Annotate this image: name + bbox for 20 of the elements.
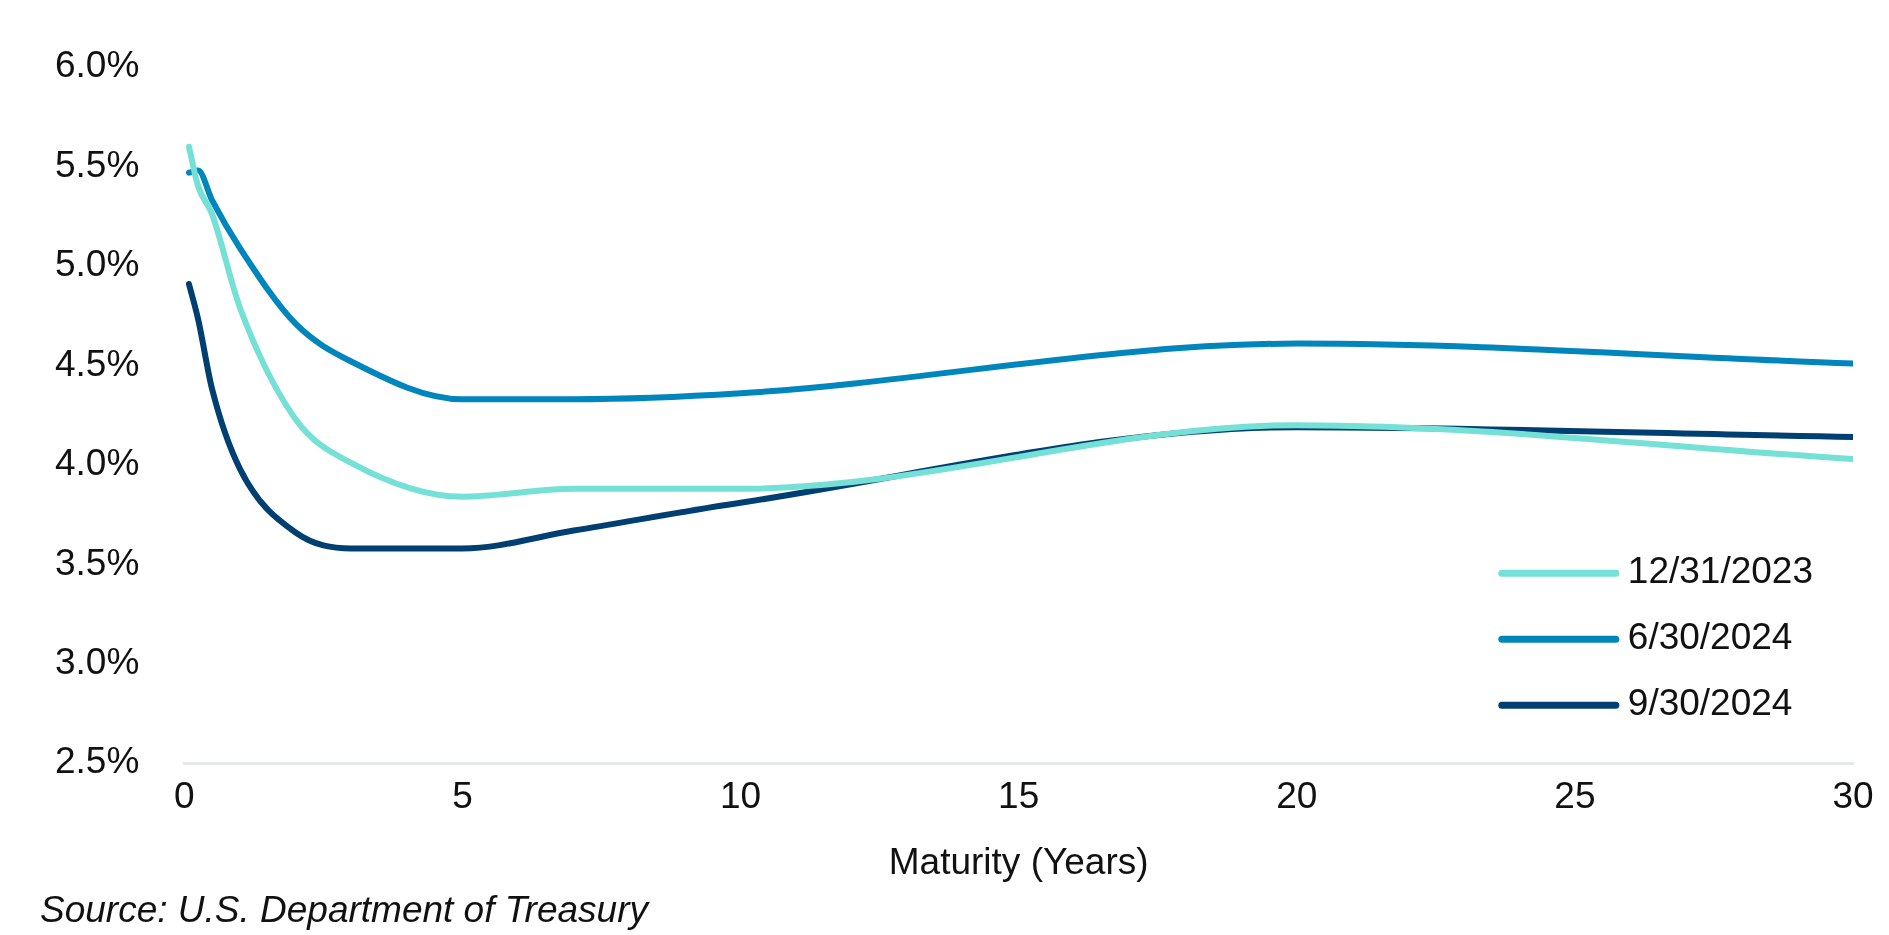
x-tick-label: 20 bbox=[1276, 774, 1318, 816]
source-note: Source: U.S. Department of Treasury bbox=[40, 888, 651, 930]
y-tick-label: 3.5% bbox=[54, 541, 140, 583]
y-tick-label: 2.5% bbox=[54, 740, 140, 782]
x-tick-label: 5 bbox=[452, 774, 473, 816]
x-tick-label: 15 bbox=[998, 774, 1040, 816]
y-tick-label: 4.0% bbox=[54, 442, 140, 484]
y-tick-label: 5.5% bbox=[54, 143, 140, 185]
legend-label: 6/30/2024 bbox=[1627, 616, 1793, 658]
x-tick-label: 25 bbox=[1554, 774, 1596, 816]
y-tick-label: 6.0% bbox=[54, 44, 140, 86]
y-tick-label: 3.0% bbox=[54, 640, 140, 682]
y-tick-label: 5.0% bbox=[54, 243, 140, 285]
x-tick-label: 10 bbox=[719, 774, 762, 816]
x-axis-title: Maturity (Years) bbox=[888, 841, 1149, 882]
y-tick-label: 4.5% bbox=[54, 342, 140, 384]
x-tick-label: 0 bbox=[174, 774, 195, 816]
legend-label: 9/30/2024 bbox=[1627, 682, 1793, 724]
x-tick-label: 30 bbox=[1832, 774, 1874, 816]
legend-label: 12/31/2023 bbox=[1627, 550, 1814, 592]
